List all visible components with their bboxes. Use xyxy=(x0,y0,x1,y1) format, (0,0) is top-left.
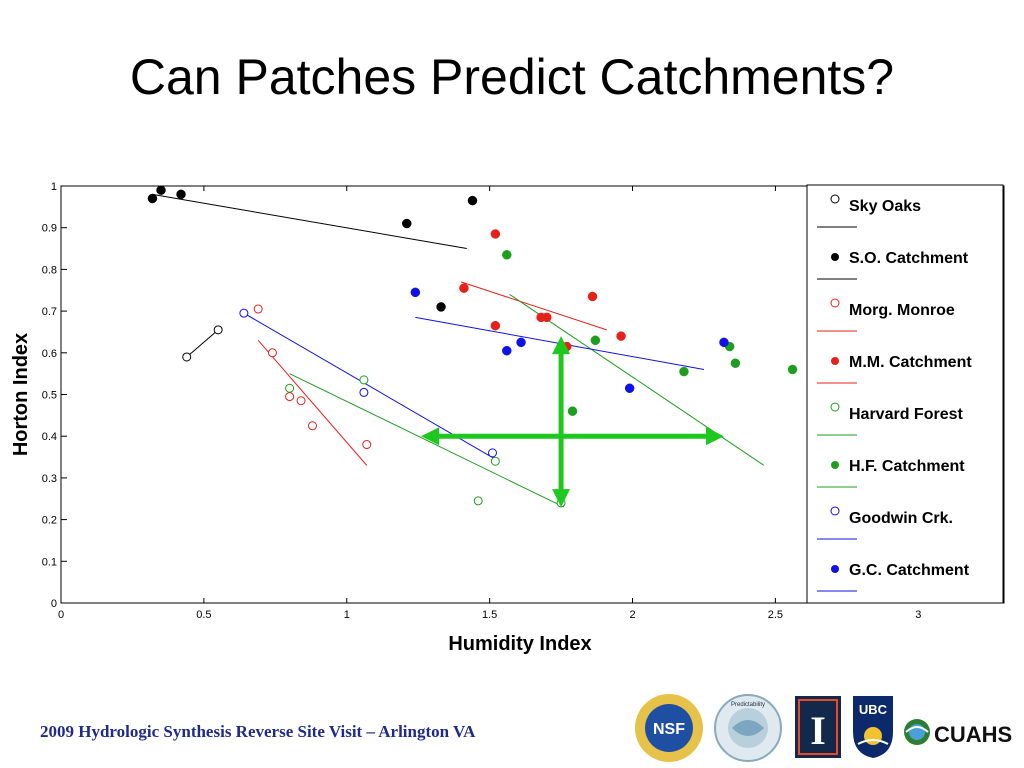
x-tick-label: 0.5 xyxy=(196,609,211,621)
data-point xyxy=(253,304,263,314)
data-point xyxy=(467,195,478,206)
data-point xyxy=(787,364,798,375)
legend-label: Harvard Forest xyxy=(849,406,963,423)
data-point xyxy=(567,406,578,416)
y-tick-label: 0 xyxy=(51,598,57,610)
footer-text: 2009 Hydrologic Synthesis Reverse Site V… xyxy=(40,722,476,741)
data-point xyxy=(182,352,192,362)
data-point xyxy=(624,383,635,393)
arrow-head-down xyxy=(552,489,571,508)
data-point xyxy=(587,291,598,302)
data-point xyxy=(719,337,729,348)
data-point xyxy=(147,193,158,204)
data-point xyxy=(359,387,369,397)
y-axis-label: Horton Index xyxy=(10,333,32,456)
legend-marker xyxy=(830,402,840,412)
svg-text:NSF: NSF xyxy=(653,721,685,738)
data-point xyxy=(730,358,741,368)
slide-title: Can Patches Predict Catchments? xyxy=(129,49,895,105)
y-tick-label: 0.3 xyxy=(42,473,57,485)
y-tick-label: 1 xyxy=(51,181,57,193)
crosshair-arrows xyxy=(421,336,724,508)
data-point xyxy=(616,331,626,341)
legend-label: Goodwin Crk. xyxy=(849,510,953,527)
data-point xyxy=(490,320,501,331)
data-point xyxy=(359,375,369,385)
fit-line xyxy=(186,329,219,358)
x-tick-label: 1.5 xyxy=(482,609,497,621)
legend-marker xyxy=(830,194,840,204)
fit-line xyxy=(289,373,565,508)
nsf-logo: NSF xyxy=(635,694,703,762)
data-point xyxy=(362,440,372,450)
y-tick-label: 0.5 xyxy=(42,390,57,402)
legend-label: M.M. Catchment xyxy=(849,354,972,371)
legend-marker xyxy=(831,253,839,261)
y-tick-label: 0.7 xyxy=(42,306,57,318)
arrow-head-up xyxy=(552,336,571,355)
y-tick-label: 0.6 xyxy=(42,348,57,360)
data-point xyxy=(296,396,306,406)
data-point xyxy=(239,308,249,318)
legend-marker xyxy=(830,298,840,308)
predictability-logo: Predictability xyxy=(714,694,782,762)
legend-label: Morg. Monroe xyxy=(849,302,955,319)
data-point xyxy=(459,283,469,293)
data-point xyxy=(267,348,277,358)
y-tick-label: 0.4 xyxy=(42,431,57,443)
svg-text:Predictability: Predictability xyxy=(731,702,765,708)
data-point xyxy=(285,392,295,402)
x-tick-label: 2.5 xyxy=(768,609,783,621)
fit-line xyxy=(460,281,607,331)
legend-label: S.O. Catchment xyxy=(849,250,969,267)
y-tick-label: 0.8 xyxy=(42,264,57,276)
x-tick-label: 1 xyxy=(344,609,350,621)
data-point xyxy=(402,218,412,229)
y-tick-label: 0.9 xyxy=(42,223,57,235)
legend-label: H.F. Catchment xyxy=(849,458,965,475)
data-point xyxy=(176,189,186,200)
y-tick-label: 0.1 xyxy=(42,556,57,568)
svg-text:UBC: UBC xyxy=(859,702,888,717)
data-point xyxy=(502,250,512,260)
legend-label: G.C. Catchment xyxy=(849,562,970,579)
data-point xyxy=(285,383,295,393)
legend-marker xyxy=(831,357,839,365)
x-axis-label: Humidity Index xyxy=(448,633,591,655)
cuahsi-logo: CUAHSI xyxy=(904,719,1012,747)
data-point xyxy=(516,337,526,348)
fit-line xyxy=(152,193,467,250)
data-point xyxy=(410,287,421,298)
illinois-logo: I xyxy=(795,696,841,758)
fit-line xyxy=(257,339,368,466)
y-tick-label: 0.2 xyxy=(42,515,57,527)
ubc-logo: UBC xyxy=(853,696,893,758)
data-point xyxy=(542,312,552,323)
svg-text:I: I xyxy=(810,708,826,753)
scatter-chart: 0 0.5 1 1.5 2 2.5 3 0 0.1 0.2 0.3 0.4 0.5 0.6 0.7 0.8 0.… xyxy=(10,181,1005,655)
data-point xyxy=(490,229,501,239)
data-point xyxy=(679,366,689,377)
data-point xyxy=(307,421,317,431)
data-point xyxy=(502,345,512,356)
x-tick-label: 3 xyxy=(915,609,921,621)
data-point xyxy=(213,325,223,335)
legend-marker xyxy=(830,506,840,516)
legend-marker xyxy=(831,565,839,573)
data-point xyxy=(487,448,497,458)
arrow-head-right xyxy=(705,427,724,446)
data-point xyxy=(156,185,166,195)
arrow-head-left xyxy=(421,427,440,446)
svg-text:CUAHSI: CUAHSI xyxy=(934,722,1012,747)
x-tick-label: 2 xyxy=(629,609,635,621)
legend-box xyxy=(806,184,1004,604)
legend-label: Sky Oaks xyxy=(849,198,921,215)
legend-marker xyxy=(831,461,839,469)
data-point xyxy=(490,456,500,466)
data-point xyxy=(473,496,483,506)
x-tick-label: 0 xyxy=(58,609,64,621)
data-point xyxy=(436,302,446,312)
data-point xyxy=(590,335,601,346)
